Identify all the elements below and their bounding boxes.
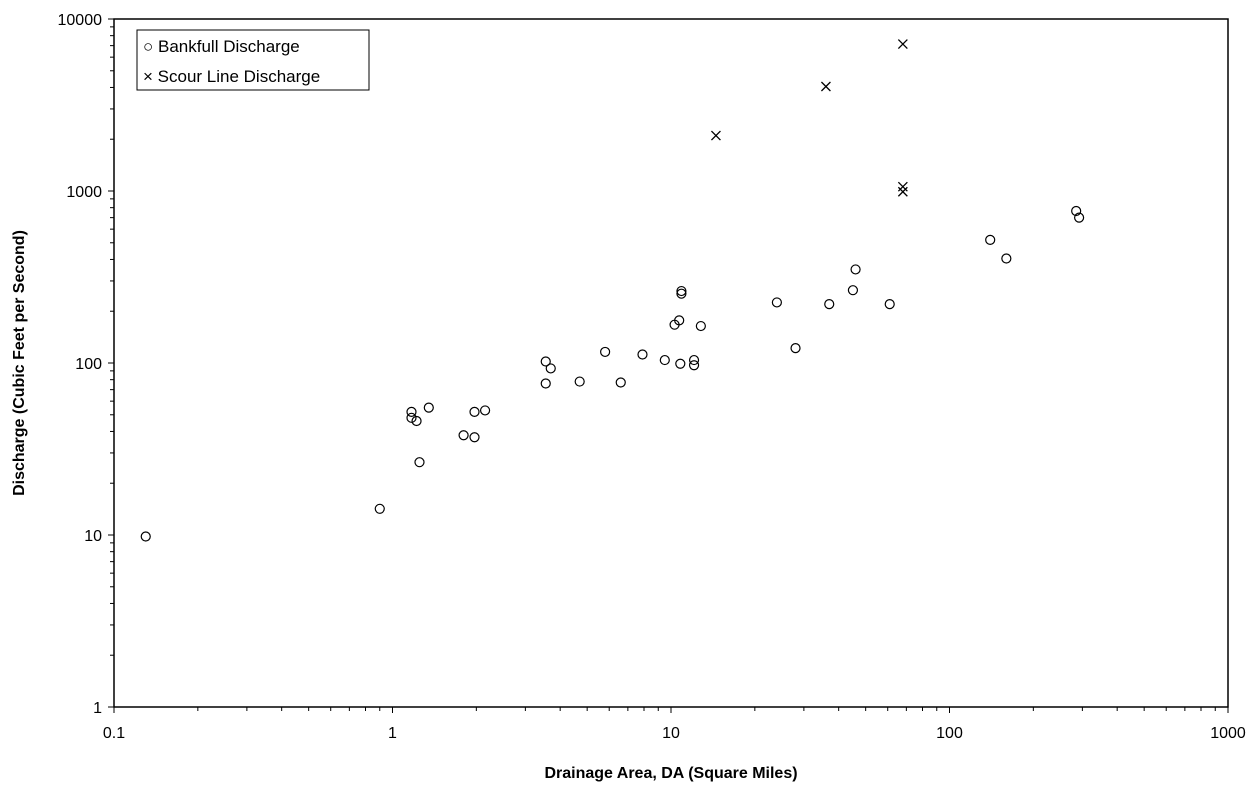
bankfull-point — [850, 264, 861, 275]
legend-item-bankfull-discharge: ○ Bankfull Discharge — [143, 37, 300, 56]
bankfull-point — [600, 346, 611, 358]
axis-ticks — [108, 18, 1229, 713]
x-tick-label: 1 — [388, 725, 397, 742]
bankfull-point — [374, 503, 385, 514]
x-axis-title: Drainage Area, DA (Square Miles) — [544, 765, 797, 782]
bankfull-point — [411, 415, 422, 427]
bankfull-point — [469, 432, 480, 443]
y-axis-title: Discharge (Cubic Feet per Second) — [11, 230, 28, 496]
bankfull-point — [847, 285, 859, 296]
bankfull-point — [675, 358, 686, 369]
data-points — [140, 39, 1085, 542]
bankfull-point — [1074, 212, 1085, 223]
bankfull-point — [540, 378, 551, 389]
bankfull-point — [824, 299, 835, 310]
plot-area — [113, 18, 1229, 708]
bankfull-point — [469, 406, 480, 417]
bankfull-point — [406, 412, 417, 423]
x-tick-label: 10 — [662, 725, 680, 742]
bankfull-point — [414, 457, 425, 468]
scour-line-point — [820, 81, 831, 92]
bankfull-point — [637, 349, 648, 360]
bankfull-point — [676, 285, 687, 297]
bankfull-point — [676, 288, 687, 299]
scour-line-point — [710, 130, 721, 141]
bankfull-point — [985, 234, 996, 245]
y-tick-label: 100 — [75, 356, 102, 373]
bankfull-point — [540, 356, 551, 367]
scour-line-point — [897, 186, 908, 197]
bankfull-point — [1001, 253, 1012, 264]
legend-box — [136, 29, 370, 91]
x-tick-label: 1000 — [1210, 725, 1246, 742]
bankfull-point — [884, 299, 895, 310]
x-tick-label: 0.1 — [103, 725, 125, 742]
y-tick-label: 1 — [93, 700, 102, 717]
y-tick-label: 10000 — [58, 12, 103, 29]
bankfull-point — [674, 315, 685, 326]
bankfull-point — [695, 320, 706, 332]
bankfull-point — [688, 360, 700, 371]
y-tick-label: 10 — [84, 528, 102, 545]
bankfull-point — [458, 430, 469, 441]
x-tick-label: 100 — [936, 725, 963, 742]
bankfull-point — [771, 297, 782, 308]
bankfull-point — [423, 402, 434, 413]
bankfull-point — [688, 354, 700, 366]
scour-line-point — [897, 39, 908, 50]
bankfull-point — [574, 376, 585, 387]
bankfull-point — [659, 354, 670, 366]
bankfull-point — [790, 343, 801, 354]
legend-item-scour-line-discharge: × Scour Line Discharge — [143, 67, 320, 86]
bankfull-point — [406, 406, 417, 417]
y-tick-label: 1000 — [66, 184, 102, 201]
legend: ○ Bankfull Discharge × Scour Line Discha… — [136, 29, 370, 91]
bankfull-point — [479, 405, 491, 416]
bankfull-point — [1071, 205, 1082, 217]
bankfull-point — [545, 363, 556, 374]
bankfull-point — [615, 377, 626, 388]
bankfull-point — [140, 531, 151, 542]
